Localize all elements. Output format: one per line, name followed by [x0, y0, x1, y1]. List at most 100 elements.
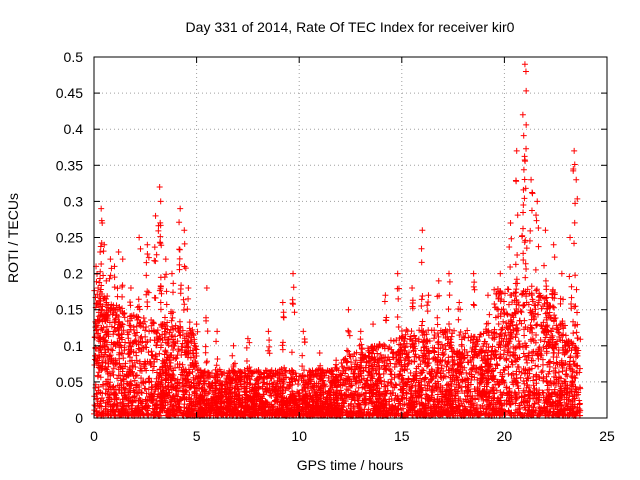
data-point: [420, 328, 427, 335]
data-point: [391, 374, 398, 381]
data-point: [539, 368, 546, 375]
data-point: [572, 354, 579, 361]
data-point: [241, 378, 248, 385]
data-point: [348, 359, 355, 366]
data-point: [400, 340, 407, 347]
data-point: [570, 330, 577, 337]
data-point: [92, 384, 99, 391]
data-point: [416, 327, 423, 334]
data-point: [261, 370, 268, 377]
data-point: [409, 383, 416, 390]
data-point: [153, 369, 160, 376]
data-point: [559, 368, 566, 375]
data-point: [241, 389, 248, 396]
data-point: [131, 330, 138, 337]
data-point: [552, 370, 559, 377]
data-point: [453, 374, 460, 381]
data-point: [571, 374, 578, 381]
chart-title: Day 331 of 2014, Rate Of TEC Index for r…: [186, 19, 515, 35]
data-point: [457, 328, 464, 335]
data-point: [517, 402, 524, 409]
data-point: [413, 353, 420, 360]
data-point: [110, 371, 117, 378]
data-point: [538, 305, 545, 312]
data-point: [132, 397, 139, 404]
data-point: [471, 374, 478, 381]
data-point: [98, 394, 105, 401]
data-point: [97, 398, 104, 405]
data-point: [145, 349, 152, 356]
data-point: [156, 350, 163, 357]
data-point: [149, 383, 156, 390]
data-point: [463, 369, 470, 376]
data-point: [352, 357, 359, 364]
data-point: [535, 363, 542, 370]
data-point: [149, 320, 156, 327]
data-point: [515, 338, 522, 345]
data-point: [562, 371, 569, 378]
data-point: [166, 329, 173, 336]
data-point: [268, 393, 275, 400]
data-point: [524, 359, 531, 366]
data-point: [469, 395, 476, 402]
data-point: [429, 375, 436, 382]
data-point: [344, 394, 351, 401]
data-point: [228, 388, 235, 395]
data-point: [550, 360, 557, 367]
data-point: [562, 332, 569, 339]
data-point: [122, 339, 129, 346]
data-point: [363, 377, 370, 384]
data-point: [460, 333, 467, 340]
data-point: [193, 346, 200, 353]
data-point: [500, 318, 507, 325]
data-point: [170, 346, 177, 353]
data-point: [439, 406, 446, 413]
data-point: [491, 286, 498, 293]
data-point: [328, 373, 335, 380]
data-point: [458, 341, 465, 348]
data-point: [146, 328, 153, 335]
data-point: [458, 384, 465, 391]
data-point: [393, 337, 400, 344]
data-point: [567, 353, 574, 360]
data-point: [509, 370, 516, 377]
data-point: [176, 364, 183, 371]
data-point: [103, 380, 110, 387]
data-point: [186, 325, 193, 332]
data-point: [403, 326, 410, 333]
data-point: [550, 304, 557, 311]
data-point: [351, 350, 358, 357]
data-point: [355, 384, 362, 391]
data-point: [529, 349, 536, 356]
data-point: [157, 371, 164, 378]
data-point: [513, 321, 520, 328]
data-point: [111, 318, 118, 325]
data-point: [374, 350, 381, 357]
data-point: [294, 381, 301, 388]
data-point: [573, 329, 580, 336]
data-point: [439, 341, 446, 348]
data-point: [381, 383, 388, 390]
data-point: [343, 359, 350, 366]
data-point: [117, 399, 124, 406]
data-point: [380, 370, 387, 377]
data-point: [388, 371, 395, 378]
data-point: [504, 311, 511, 318]
data-point: [431, 335, 438, 342]
data-point: [421, 382, 428, 389]
data-point: [521, 353, 528, 360]
data-point: [533, 386, 540, 393]
data-point: [501, 290, 508, 297]
data-point: [572, 383, 579, 390]
data-point: [138, 389, 145, 396]
data-point: [415, 336, 422, 343]
data-point: [497, 355, 504, 362]
data-point: [560, 331, 567, 338]
data-point: [557, 320, 564, 327]
data-point: [517, 374, 524, 381]
data-point: [493, 290, 500, 297]
data-point: [117, 377, 124, 384]
data-point: [148, 322, 155, 329]
data-point: [95, 373, 102, 380]
